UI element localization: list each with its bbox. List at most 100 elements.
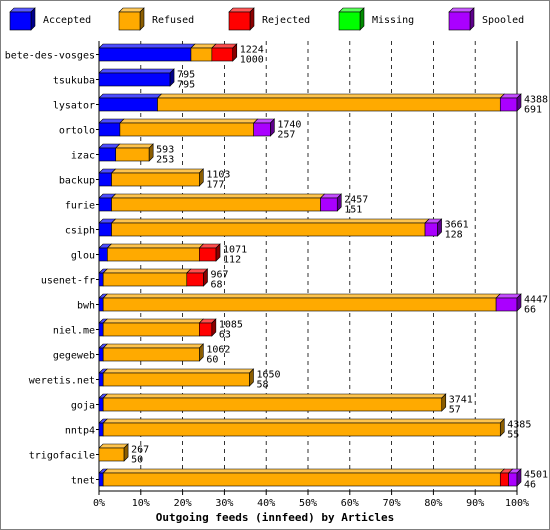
bar-segment-accepted-top	[98, 68, 175, 74]
host-label: csiph	[65, 226, 95, 237]
bar-segment-accepted	[98, 172, 112, 187]
host-label: ortolo	[59, 126, 95, 137]
bar-segment-accepted	[98, 347, 104, 362]
legend-swatch	[338, 11, 361, 31]
bar-segment-refused-top	[106, 243, 205, 249]
bar-row-9	[98, 268, 209, 287]
x-tick-label: 100%	[505, 498, 529, 509]
x-tick-label: 20%	[174, 498, 192, 509]
chart-title: Outgoing feeds (innfeed) by Articles	[156, 511, 394, 524]
bar-segment-refused-top	[156, 93, 506, 99]
bar-segment-refused-top	[102, 368, 255, 374]
value-label-accepted: 55	[507, 430, 519, 441]
x-tick-label: 40%	[257, 498, 275, 509]
value-label-total: 1740	[277, 120, 301, 131]
bar-segment-refused	[102, 322, 200, 337]
legend-label: Refused	[152, 15, 194, 26]
value-label-total: 4447	[524, 295, 548, 306]
bar-segment-refused	[102, 472, 501, 487]
value-label-accepted: 68	[211, 280, 223, 291]
bar-segment-refused-top	[102, 268, 192, 274]
value-label-total: 4385	[507, 420, 531, 431]
bar-segment-refused	[102, 422, 501, 437]
bar-segment-refused-top	[102, 418, 506, 424]
bar-segment-refused	[102, 347, 200, 362]
value-label-total: 1071	[223, 245, 247, 256]
bar-row-12	[98, 343, 205, 362]
value-label-total: 4388	[524, 95, 548, 106]
bar-segment-refused-top	[119, 118, 259, 124]
host-label: lysator	[53, 101, 95, 112]
value-label-total: 795	[177, 70, 195, 81]
value-label-accepted: 257	[277, 130, 295, 141]
legend-swatch-side	[359, 7, 365, 31]
host-label: weretis.net	[29, 376, 95, 387]
bar-row-6	[98, 193, 342, 212]
bar-segment-spooled	[320, 197, 338, 212]
bar-row-2	[98, 93, 522, 112]
bar-side	[199, 168, 204, 187]
legend-swatch	[9, 11, 32, 31]
value-label-total: 1650	[256, 370, 280, 381]
bar-segment-spooled	[495, 297, 518, 312]
value-label-total: 1062	[206, 345, 230, 356]
bar-segment-refused	[102, 297, 497, 312]
host-label: trigofacile	[29, 451, 95, 462]
value-label-total: 267	[131, 445, 149, 456]
bar-side	[169, 68, 175, 87]
bar-row-8	[98, 243, 221, 262]
bar-segment-accepted	[98, 222, 112, 237]
value-label-accepted: 58	[256, 380, 268, 391]
bar-row-5	[98, 168, 205, 187]
value-label-total: 3741	[449, 395, 473, 406]
bar-row-14	[98, 393, 447, 412]
legend-swatch	[228, 11, 251, 31]
legend-item-accepted: Accepted	[9, 7, 91, 31]
host-label: glou	[71, 251, 95, 262]
x-tick-label: 70%	[383, 498, 401, 509]
bar-row-0	[98, 43, 238, 62]
bar-segment-refused	[111, 222, 426, 237]
value-label-total: 1103	[206, 170, 230, 181]
bar-side	[232, 43, 238, 62]
bar-segment-rejected	[499, 472, 509, 487]
value-label-total: 593	[156, 145, 174, 156]
legend: Accepted Refused Rejected Missing Spooled	[9, 7, 524, 31]
value-label-total: 3661	[445, 220, 469, 231]
bar-side	[199, 343, 204, 362]
bar-side	[516, 93, 522, 112]
value-label-total: 967	[211, 270, 229, 281]
host-label: tnet	[71, 476, 95, 487]
bar-side	[499, 418, 505, 437]
value-label-accepted: 691	[524, 105, 542, 116]
legend-item-refused: Refused	[118, 7, 194, 31]
x-tick-label: 60%	[341, 498, 359, 509]
bar-segment-accepted	[98, 472, 104, 487]
bar-segment-accepted	[98, 97, 158, 112]
bar-segment-refused-top	[110, 168, 205, 174]
value-label-accepted: 253	[156, 155, 174, 166]
bar-side	[270, 118, 275, 137]
bar-segment-refused	[111, 172, 200, 187]
bar-segment-refused-top	[102, 293, 501, 299]
legend-swatch	[118, 11, 141, 31]
bar-segment-refused	[190, 47, 213, 62]
bar-row-4	[98, 143, 154, 162]
value-label-accepted: 128	[445, 230, 463, 241]
legend-item-rejected: Rejected	[228, 7, 310, 31]
bar-row-3	[98, 118, 276, 137]
value-label-accepted: 66	[524, 305, 536, 316]
bar-segment-refused-top	[98, 443, 129, 449]
value-label-accepted: 60	[206, 355, 218, 366]
bar-segment-rejected	[199, 247, 217, 262]
legend-label: Spooled	[482, 15, 524, 26]
x-tick-label: 80%	[424, 498, 442, 509]
bar-side	[516, 293, 522, 312]
legend-item-missing: Missing	[338, 7, 414, 31]
bar-row-13	[98, 368, 255, 387]
bar-segment-spooled	[508, 472, 518, 487]
bar-row-15	[98, 418, 506, 437]
host-label: bwh	[77, 301, 95, 312]
bar-segment-refused-top	[102, 343, 205, 349]
